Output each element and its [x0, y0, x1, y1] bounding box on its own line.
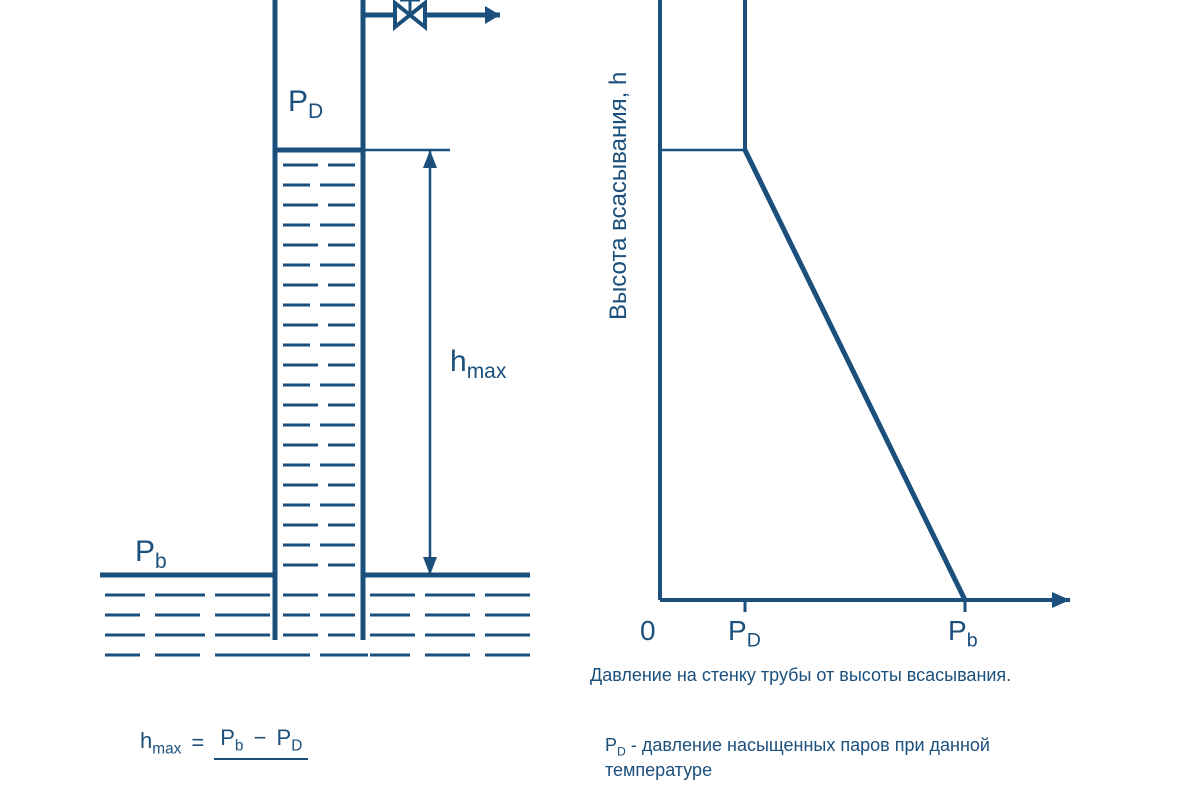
label-pd: PD — [288, 85, 323, 124]
valve-icon — [363, 0, 500, 30]
chart-slope — [745, 150, 965, 600]
chart-pb-label: Pb — [948, 615, 978, 653]
tube-liquid-hatching — [283, 165, 355, 565]
chart-axes — [660, 0, 1070, 608]
dimension-hmax — [363, 150, 450, 575]
label-hmax: hmax — [450, 345, 506, 384]
caption-pd-def: PD - давление насыщенных паров при данно… — [605, 735, 990, 759]
label-pb: Pb — [135, 535, 167, 574]
chart-pd-label: PD — [728, 615, 761, 653]
caption-pd-def-line2: температуре — [605, 760, 712, 781]
basin-hatching — [105, 595, 530, 655]
caption-main: Давление на стенку трубы от высоты всасы… — [590, 665, 1011, 686]
chart-origin-label: 0 — [640, 615, 656, 647]
chart-y-axis-label: Высота всасывания, h — [605, 72, 633, 320]
formula-hmax: hmax = Pb − PD — [140, 725, 308, 760]
